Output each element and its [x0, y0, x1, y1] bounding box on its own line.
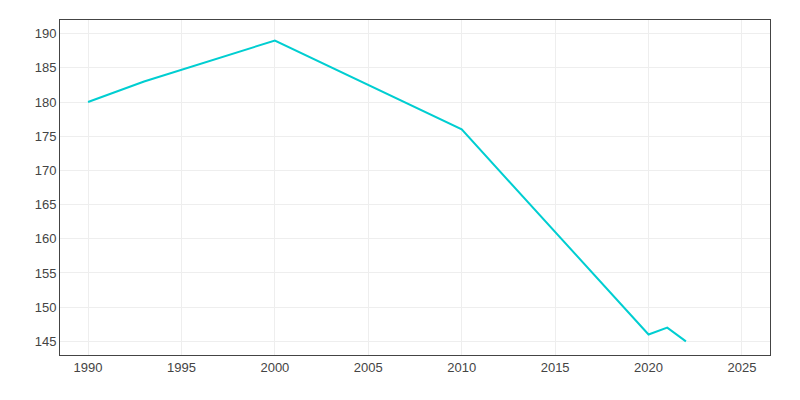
svg-text:2000: 2000	[260, 360, 289, 375]
svg-text:2015: 2015	[541, 360, 570, 375]
svg-text:1990: 1990	[74, 360, 103, 375]
svg-text:2020: 2020	[634, 360, 663, 375]
svg-text:185: 185	[35, 60, 57, 75]
svg-text:180: 180	[35, 95, 57, 110]
svg-text:165: 165	[35, 197, 57, 212]
svg-text:145: 145	[35, 334, 57, 349]
svg-text:190: 190	[35, 26, 57, 41]
svg-text:150: 150	[35, 300, 57, 315]
svg-text:175: 175	[35, 129, 57, 144]
svg-text:160: 160	[35, 231, 57, 246]
svg-text:155: 155	[35, 266, 57, 281]
svg-text:2005: 2005	[354, 360, 383, 375]
svg-text:1995: 1995	[167, 360, 196, 375]
svg-text:170: 170	[35, 163, 57, 178]
svg-text:2010: 2010	[447, 360, 476, 375]
svg-text:2025: 2025	[728, 360, 757, 375]
